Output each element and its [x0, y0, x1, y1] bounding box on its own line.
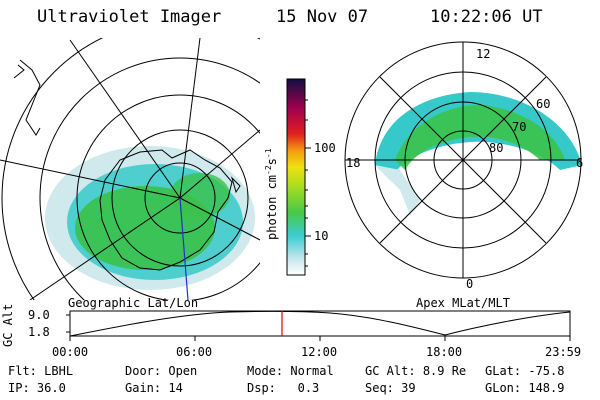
status-ip: IP: 36.0: [8, 381, 66, 395]
status-gc-alt: GC Alt: 8.9 Re: [365, 364, 467, 378]
altitude-xtick-0600: 06:00: [176, 345, 213, 359]
instrument-title: Ultraviolet Imager: [37, 7, 222, 27]
date-label: 15 Nov 07: [276, 7, 369, 27]
time-label: 10:22:06 UT: [430, 7, 543, 27]
mlt-label-18: 18: [346, 156, 361, 170]
aurora-oval-green: [395, 105, 565, 170]
colorbar: [286, 78, 306, 276]
mlt-label-6: 6: [576, 156, 584, 170]
mlt-spokes: [345, 42, 581, 278]
coastline-upper-left: [19, 59, 41, 136]
altitude-xtick-1200: 12:00: [301, 345, 338, 359]
status-seq: Seq: 39: [365, 381, 416, 395]
altitude-ylabel: GC Alt: [1, 303, 15, 347]
geographic-caption: Geographic Lat/Lon: [68, 296, 199, 310]
colorbar-tick-100: 100: [314, 141, 336, 155]
continent-outline: [99, 149, 233, 271]
status-door: Door: Open: [125, 364, 198, 378]
mlt-label-12: 12: [476, 47, 491, 61]
mlat-label-80: 80: [489, 141, 504, 155]
status-glon: GLon: 148.9: [485, 381, 565, 395]
colorbar-tick-10: 10: [314, 229, 329, 243]
altitude-xtick-0000: 00:00: [52, 345, 89, 359]
status-dsp: Dsp: 0.3: [247, 381, 320, 395]
altitude-xtick-1800: 18:00: [426, 345, 463, 359]
colorbar-ticks: [305, 99, 311, 267]
status-glat: GLat: -75.8: [485, 364, 565, 378]
meridian-line: [179, 197, 189, 300]
lon-lines: [0, 38, 260, 300]
mlat-label-60: 60: [536, 97, 551, 111]
status-gain: Gain: 14: [125, 381, 183, 395]
geographic-map: [0, 38, 260, 300]
colorbar-unit: photon cm-2s-1: [264, 148, 279, 240]
status-filter: Flt: LBHL: [8, 364, 74, 378]
status-mode: Mode: Normal: [247, 364, 334, 378]
altitude-xtick-2359: 23:59: [545, 345, 582, 359]
altitude-ytick-1.8: 1.8: [28, 325, 50, 339]
mlat-label-70: 70: [512, 120, 527, 134]
mlt-label-0: 0: [466, 277, 474, 291]
altitude-curve: [69, 310, 571, 337]
altitude-x-ticks: [66, 314, 571, 341]
altitude-ytick-9: 9.0: [28, 308, 50, 322]
polar-map: [344, 41, 582, 279]
lat-arcs: [1, 38, 260, 300]
apex-caption: Apex MLat/MLT: [416, 296, 510, 310]
